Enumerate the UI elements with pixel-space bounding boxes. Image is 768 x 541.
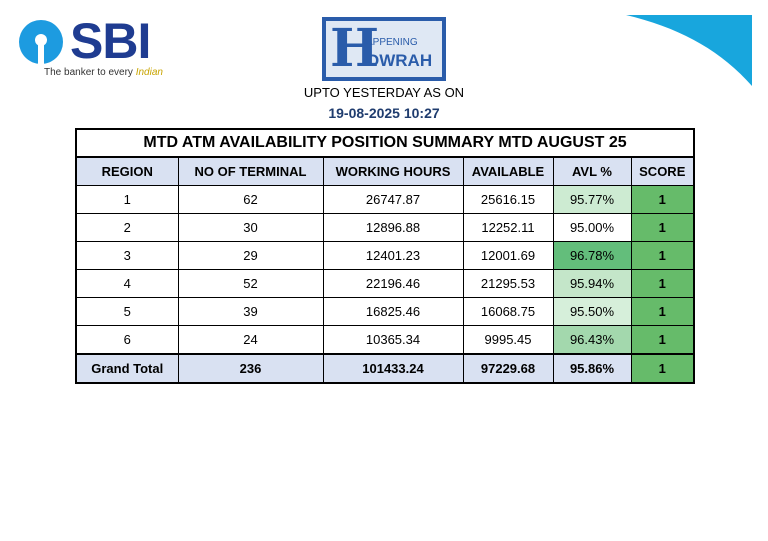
column-header: REGION bbox=[75, 156, 179, 186]
howrah-logo-inner bbox=[326, 21, 442, 77]
table-cell: 96.78% bbox=[552, 241, 632, 270]
tagline-highlight: Indian bbox=[135, 67, 163, 78]
total-cell: 97229.68 bbox=[462, 353, 554, 384]
header-row: REGION NO OF TERMINAL WORKING HOURS AVAILAB… bbox=[75, 156, 695, 186]
column-header: NO OF TERMINAL bbox=[177, 156, 324, 186]
table-cell: 39 bbox=[177, 297, 324, 326]
corner-swoosh bbox=[626, 15, 752, 86]
table-cell: 10365.34 bbox=[322, 325, 464, 355]
total-cell: 236 bbox=[177, 353, 324, 384]
table-cell: 12252.11 bbox=[462, 213, 554, 242]
tagline-text: The banker to every bbox=[44, 67, 136, 78]
table-cell: 1 bbox=[630, 297, 695, 326]
sbi-keyhole-slot bbox=[38, 42, 44, 64]
table-row: 6 24 10365.34 9995.45 96.43% 1 bbox=[75, 325, 695, 355]
table-cell: 4 bbox=[75, 269, 179, 298]
table-cell: 30 bbox=[177, 213, 324, 242]
table-row: 1 62 26747.87 25616.15 95.77% 1 bbox=[75, 185, 695, 214]
logo-bottom: OWRAH bbox=[366, 51, 433, 70]
table-cell: 1 bbox=[630, 241, 695, 270]
table-cell: 25616.15 bbox=[462, 185, 554, 214]
table-cell: 1 bbox=[630, 213, 695, 242]
table-cell: 1 bbox=[630, 269, 695, 298]
table-cell: 3 bbox=[75, 241, 179, 270]
table-cell: 29 bbox=[177, 241, 324, 270]
total-cell: 95.86% bbox=[552, 353, 632, 384]
bank-name: SBI bbox=[70, 13, 151, 69]
table-row: 2 30 12896.88 12252.11 95.00% 1 bbox=[75, 213, 695, 242]
table-cell: 95.77% bbox=[552, 185, 632, 214]
table-cell: 1 bbox=[630, 325, 695, 355]
table-cell: 2 bbox=[75, 213, 179, 242]
table-cell: 1 bbox=[75, 185, 179, 214]
table-cell: 24 bbox=[177, 325, 324, 355]
table-row: 3 29 12401.23 12001.69 96.78% 1 bbox=[75, 241, 695, 270]
table-cell: 16068.75 bbox=[462, 297, 554, 326]
table-cell: 26747.87 bbox=[322, 185, 464, 214]
table-cell: 12896.88 bbox=[322, 213, 464, 242]
table-cell: 52 bbox=[177, 269, 324, 298]
column-header: SCORE bbox=[630, 156, 695, 186]
column-header: WORKING HOURS bbox=[322, 156, 464, 186]
table-cell: 6 bbox=[75, 325, 179, 355]
table-cell: 95.00% bbox=[552, 213, 632, 242]
table-cell: 96.43% bbox=[552, 325, 632, 355]
table-cell: 12001.69 bbox=[462, 241, 554, 270]
total-row: Grand Total 236 101433.24 97229.68 95.86% 1 bbox=[75, 353, 695, 384]
table-row: 5 39 16825.46 16068.75 95.50% 1 bbox=[75, 297, 695, 326]
logo-letter: H bbox=[330, 18, 380, 79]
total-cell: 101433.24 bbox=[322, 353, 464, 384]
table-cell: 95.94% bbox=[552, 269, 632, 298]
total-cell: Grand Total bbox=[75, 353, 179, 384]
table-cell: 22196.46 bbox=[322, 269, 464, 298]
table-cell: 5 bbox=[75, 297, 179, 326]
table-cell: 9995.45 bbox=[462, 325, 554, 355]
total-cell: 1 bbox=[630, 353, 695, 384]
table-cell: 62 bbox=[177, 185, 324, 214]
logo-top: APPENING bbox=[366, 37, 418, 48]
table-cell: 95.50% bbox=[552, 297, 632, 326]
timestamp: 19-08-2025 10:27 bbox=[328, 105, 440, 121]
column-header: AVL % bbox=[552, 156, 632, 186]
table-row: 4 52 22196.46 21295.53 95.94% 1 bbox=[75, 269, 695, 298]
table-cell: 16825.46 bbox=[322, 297, 464, 326]
table-title: MTD ATM AVAILABILITY POSITION SUMMARY MT… bbox=[74, 128, 696, 158]
summary-table: MTD ATM AVAILABILITY POSITION SUMMARY MT… bbox=[74, 128, 696, 384]
subtitle: UPTO YESTERDAY AS ON bbox=[303, 85, 465, 100]
table-cell: 21295.53 bbox=[462, 269, 554, 298]
table-cell: 1 bbox=[630, 185, 695, 214]
tagline: The banker to every Indian bbox=[44, 67, 163, 78]
column-header: AVAILABLE bbox=[462, 156, 554, 186]
table-cell: 12401.23 bbox=[322, 241, 464, 270]
